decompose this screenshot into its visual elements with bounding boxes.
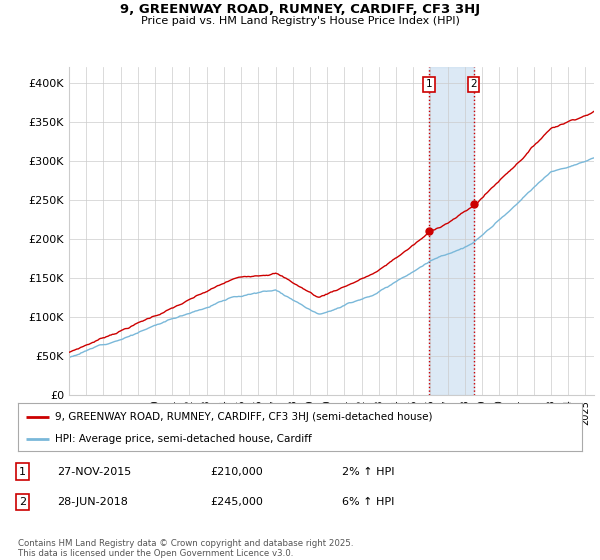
Text: 2% ↑ HPI: 2% ↑ HPI xyxy=(342,466,395,477)
Text: 9, GREENWAY ROAD, RUMNEY, CARDIFF, CF3 3HJ (semi-detached house): 9, GREENWAY ROAD, RUMNEY, CARDIFF, CF3 3… xyxy=(55,412,432,422)
Text: HPI: Average price, semi-detached house, Cardiff: HPI: Average price, semi-detached house,… xyxy=(55,434,311,444)
Text: 2: 2 xyxy=(470,80,477,90)
Text: 9, GREENWAY ROAD, RUMNEY, CARDIFF, CF3 3HJ: 9, GREENWAY ROAD, RUMNEY, CARDIFF, CF3 3… xyxy=(120,3,480,16)
Text: 27-NOV-2015: 27-NOV-2015 xyxy=(57,466,131,477)
Text: £245,000: £245,000 xyxy=(210,497,263,507)
Text: 6% ↑ HPI: 6% ↑ HPI xyxy=(342,497,394,507)
Text: £210,000: £210,000 xyxy=(210,466,263,477)
Text: 28-JUN-2018: 28-JUN-2018 xyxy=(57,497,128,507)
Text: Contains HM Land Registry data © Crown copyright and database right 2025.
This d: Contains HM Land Registry data © Crown c… xyxy=(18,539,353,558)
Text: 1: 1 xyxy=(426,80,433,90)
Bar xyxy=(429,67,473,395)
Text: 2: 2 xyxy=(19,497,26,507)
Text: 1: 1 xyxy=(19,466,26,477)
Text: Price paid vs. HM Land Registry's House Price Index (HPI): Price paid vs. HM Land Registry's House … xyxy=(140,16,460,26)
